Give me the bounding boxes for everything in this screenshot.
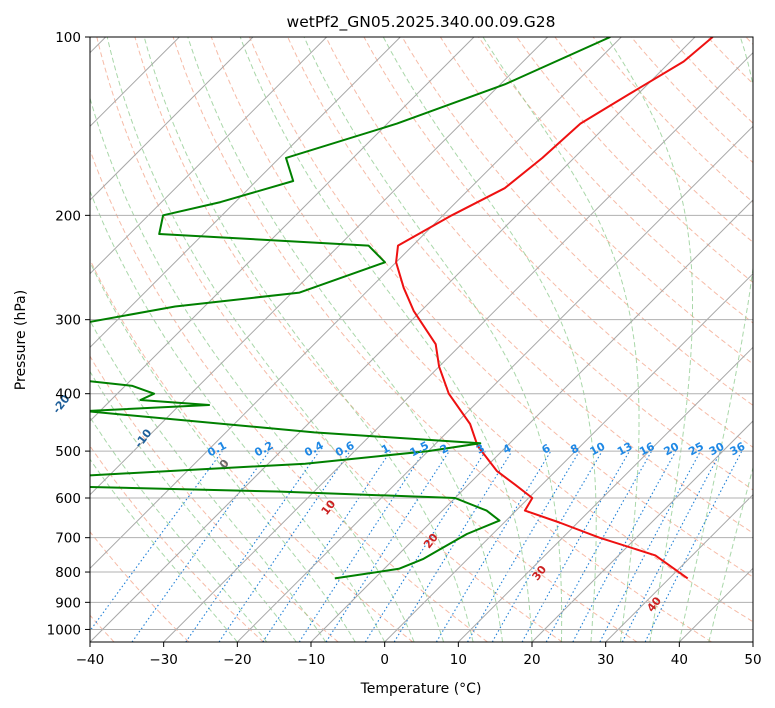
moist-adiabat-line <box>708 465 753 642</box>
plot-background <box>90 37 753 642</box>
mixing-ratio-line <box>218 450 351 642</box>
x-tick-label: −10 <box>297 652 326 668</box>
mixing-ratio-label: 16 <box>637 440 657 459</box>
moist-adiabat-line <box>106 37 445 642</box>
moist-adiabat-line <box>143 37 474 642</box>
mixing-ratio-line <box>185 450 320 642</box>
isotherm-line <box>531 420 753 642</box>
sounding-profiles <box>90 37 714 580</box>
dry-adiabat-line <box>210 37 753 623</box>
y-tick-label: 700 <box>55 531 81 547</box>
y-tick-label: 200 <box>55 208 81 224</box>
temperature-profile <box>395 37 714 580</box>
dry-adiabat-line <box>172 37 712 642</box>
dry-adiabat-line <box>134 37 638 642</box>
isotherm-line <box>90 37 475 422</box>
dry-adiabat-line <box>325 37 753 491</box>
isotherm-line <box>90 37 254 201</box>
moist-adiabat-line <box>606 37 693 642</box>
x-tick-label: 30 <box>597 652 614 668</box>
mixing-ratio-line <box>298 450 425 642</box>
y-tick-label: 400 <box>55 387 81 403</box>
mixing-ratio-label: 20 <box>662 440 682 459</box>
x-tick-label: −20 <box>223 652 252 668</box>
isotherm-line <box>605 493 753 642</box>
moist-adiabat-line <box>90 260 356 642</box>
moist-adiabat-line <box>90 416 268 642</box>
isotherm-line <box>310 199 753 642</box>
axes: −40 −30 −20 −10 0 10 20 30 40 50 100 200 300 400 500 60… <box>47 30 762 668</box>
moist-adiabat-line <box>482 37 640 642</box>
mixing-ratio-line <box>572 450 677 642</box>
x-tick-label: 20 <box>523 652 540 668</box>
isotherm-line <box>384 272 753 642</box>
dry-adiabat-line <box>401 37 753 406</box>
x-axis-label: Temperature (°C) <box>360 681 482 697</box>
mixing-ratio-label: 13 <box>615 440 635 459</box>
dewpoint-profile <box>90 37 611 580</box>
mixing-ratio-line <box>545 450 653 642</box>
mixing-ratio-line <box>90 450 223 632</box>
mixing-ratio-line <box>644 450 743 642</box>
x-tick-label: 10 <box>450 652 467 668</box>
x-tick-label: −40 <box>76 652 105 668</box>
moist-adiabat-line <box>382 37 597 642</box>
dry-adiabat-line <box>96 37 563 642</box>
dry-adiabat-line <box>90 148 488 642</box>
dry-adiabat-line <box>439 37 753 365</box>
y-tick-label: 600 <box>55 491 81 507</box>
y-tick-label: 300 <box>55 313 81 329</box>
y-tick-label: 1000 <box>47 622 81 638</box>
isotherm-line <box>752 641 753 642</box>
x-tick-label: 40 <box>671 652 688 668</box>
y-tick-label: 500 <box>55 444 81 460</box>
x-tick-label: −30 <box>149 652 178 668</box>
moist-adiabat-line <box>239 37 533 642</box>
isotherm-line <box>163 51 753 642</box>
mixing-ratio-line <box>131 450 270 642</box>
isotherm-line <box>457 346 753 642</box>
isotherm-line <box>90 37 622 570</box>
moist-adiabat-line <box>303 37 563 642</box>
mixing-ratio-line <box>393 450 513 642</box>
dry-adiabat-line <box>90 355 339 642</box>
chart-title: wetPf2_GN05.2025.340.00.09.G28 <box>287 13 556 32</box>
x-tick-label: 0 <box>380 652 389 668</box>
isotherm-line <box>236 125 753 642</box>
plot-frame <box>89 36 754 643</box>
y-tick-label: 900 <box>55 595 81 611</box>
y-axis-label: Pressure (hPa) <box>13 290 29 390</box>
dry-adiabat-line <box>90 531 190 642</box>
isotherm-line <box>90 37 328 275</box>
mixing-ratio-line <box>325 450 450 642</box>
moist-adiabat-line <box>678 37 753 642</box>
isotherm-line <box>90 37 549 496</box>
isotherm-line <box>90 37 696 642</box>
mixing-ratio-line <box>521 450 630 642</box>
mixing-ratio-label: 30 <box>707 440 727 459</box>
moist-adiabat-line <box>90 319 327 642</box>
x-tick-label: 50 <box>744 652 761 668</box>
mixing-ratio-label: 25 <box>686 440 706 459</box>
isotherm-line <box>90 37 401 349</box>
y-tick-label: 800 <box>55 565 81 581</box>
moist-adiabat-line <box>90 189 386 642</box>
moist-adiabat-line <box>187 37 503 642</box>
mixing-ratio-label: 36 <box>728 440 748 459</box>
mixing-ratio-label: 10 <box>588 440 608 459</box>
background-grid <box>90 37 753 642</box>
y-tick-label: 100 <box>55 30 81 46</box>
